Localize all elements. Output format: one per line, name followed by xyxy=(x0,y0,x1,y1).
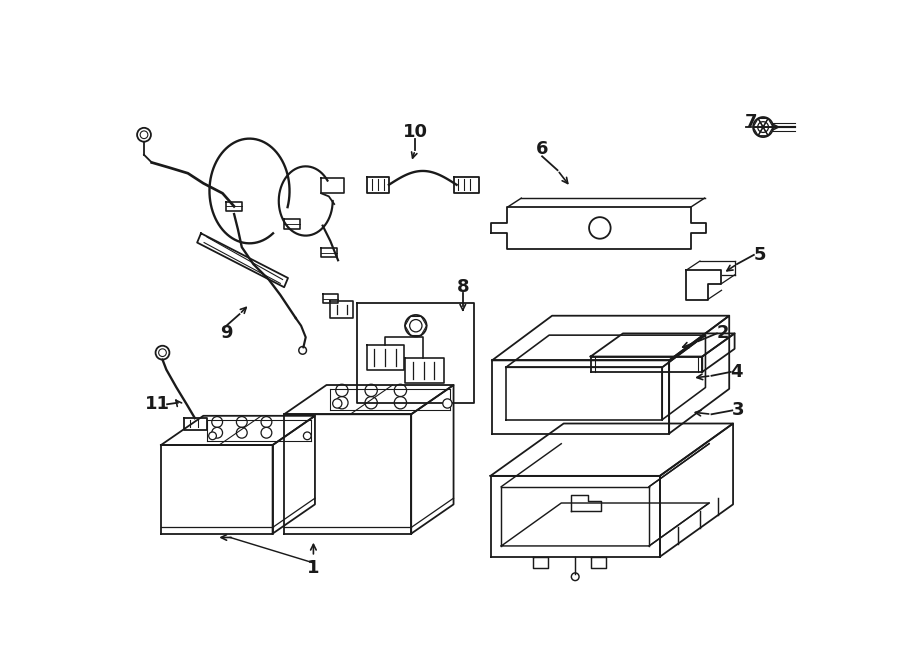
Polygon shape xyxy=(491,207,706,249)
Polygon shape xyxy=(491,476,660,557)
Polygon shape xyxy=(161,416,315,445)
Polygon shape xyxy=(184,418,207,430)
Circle shape xyxy=(443,399,452,408)
Polygon shape xyxy=(197,233,288,288)
Text: 2: 2 xyxy=(716,325,729,342)
Circle shape xyxy=(209,432,216,440)
Polygon shape xyxy=(590,356,702,372)
Text: 6: 6 xyxy=(536,139,548,157)
Polygon shape xyxy=(686,270,721,299)
Circle shape xyxy=(303,432,311,440)
Text: 10: 10 xyxy=(402,123,428,141)
Polygon shape xyxy=(284,385,454,414)
Polygon shape xyxy=(662,335,706,420)
Text: 3: 3 xyxy=(733,401,744,420)
Polygon shape xyxy=(506,368,662,420)
Polygon shape xyxy=(492,316,729,360)
Polygon shape xyxy=(492,360,669,434)
Text: 7: 7 xyxy=(744,112,757,131)
Text: 5: 5 xyxy=(754,246,766,264)
Polygon shape xyxy=(590,333,734,356)
Polygon shape xyxy=(284,414,411,533)
Polygon shape xyxy=(660,424,733,557)
Text: 1: 1 xyxy=(307,559,320,577)
Polygon shape xyxy=(357,303,474,403)
Polygon shape xyxy=(501,503,709,546)
Circle shape xyxy=(333,399,342,408)
Polygon shape xyxy=(321,178,344,193)
Polygon shape xyxy=(411,385,454,533)
Polygon shape xyxy=(284,219,300,229)
Polygon shape xyxy=(491,424,734,476)
Polygon shape xyxy=(367,177,389,192)
Polygon shape xyxy=(161,445,273,533)
Polygon shape xyxy=(273,416,315,533)
Polygon shape xyxy=(454,177,479,192)
Polygon shape xyxy=(702,333,734,372)
Text: 11: 11 xyxy=(145,395,169,413)
Polygon shape xyxy=(330,301,354,318)
Polygon shape xyxy=(322,294,338,303)
Polygon shape xyxy=(227,202,242,211)
Polygon shape xyxy=(669,316,729,434)
Text: 4: 4 xyxy=(731,363,743,381)
Polygon shape xyxy=(321,248,337,257)
Polygon shape xyxy=(506,335,706,368)
Text: 9: 9 xyxy=(220,325,232,342)
Text: 8: 8 xyxy=(456,278,469,296)
